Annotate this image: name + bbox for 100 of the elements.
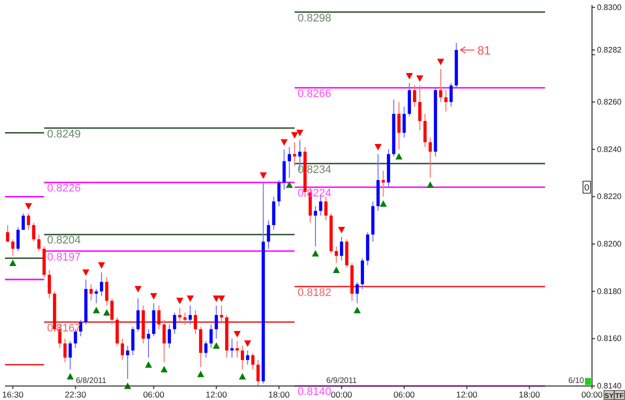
y-tick-label: 0.8282 bbox=[597, 45, 622, 54]
candlestick bbox=[402, 106, 406, 138]
point bbox=[260, 172, 267, 179]
data-label: 0.8298 bbox=[298, 12, 332, 24]
point bbox=[98, 262, 106, 269]
candlestick bbox=[439, 68, 442, 103]
point bbox=[212, 295, 220, 302]
candlestick bbox=[251, 352, 254, 370]
candlestick bbox=[120, 338, 124, 360]
candlestick bbox=[266, 220, 270, 250]
point bbox=[238, 373, 246, 380]
annotation: 6/9/2011 bbox=[326, 376, 358, 385]
point bbox=[82, 269, 90, 276]
candlestick bbox=[68, 340, 72, 370]
point bbox=[312, 250, 319, 256]
x-tick-label: 16:30 bbox=[2, 390, 24, 400]
point bbox=[134, 286, 142, 292]
x-tick-label: 18:00 bbox=[268, 390, 290, 400]
candlestick bbox=[152, 302, 156, 337]
candlestick bbox=[236, 340, 239, 358]
candlestick bbox=[136, 298, 140, 332]
point bbox=[234, 330, 241, 338]
candlestick bbox=[194, 310, 198, 334]
candlestick bbox=[157, 305, 161, 330]
y-tick-label: 0.8160 bbox=[597, 334, 622, 344]
candlestick bbox=[105, 276, 108, 306]
candlestick bbox=[11, 238, 14, 256]
candlestick bbox=[360, 258, 364, 290]
candlestick bbox=[210, 324, 213, 349]
x-tick-label: 06:00 bbox=[143, 390, 165, 400]
data-label: 0.8204 bbox=[47, 234, 81, 247]
candlestick bbox=[116, 316, 119, 346]
candlestick bbox=[168, 324, 171, 349]
x-tick-label: 06:00 bbox=[394, 390, 416, 400]
point bbox=[150, 293, 158, 300]
candlestick bbox=[63, 338, 67, 363]
point bbox=[374, 144, 382, 150]
candlestick bbox=[282, 148, 286, 190]
point bbox=[186, 295, 194, 302]
point bbox=[380, 200, 387, 207]
y-tick-label: 0.8200 bbox=[597, 240, 622, 249]
candlestick bbox=[345, 238, 348, 268]
annotation: 6/10 bbox=[568, 376, 585, 385]
point bbox=[395, 152, 402, 160]
point bbox=[416, 75, 424, 82]
candlestick bbox=[204, 340, 208, 358]
candlestick bbox=[418, 84, 422, 131]
candlestick bbox=[199, 326, 202, 368]
candlestick bbox=[382, 170, 385, 198]
point bbox=[332, 266, 340, 274]
data-label: 0.8226 bbox=[47, 182, 81, 195]
y-tick-label: 0.8140 bbox=[597, 382, 622, 390]
candlestick bbox=[340, 236, 344, 262]
x-tick-label: 12:00 bbox=[206, 390, 228, 400]
point bbox=[218, 295, 226, 302]
point bbox=[244, 340, 252, 347]
data-label: 0.8266 bbox=[298, 88, 332, 100]
candlestick bbox=[110, 298, 114, 325]
x-tick-label: 00:00 bbox=[581, 390, 603, 400]
point bbox=[24, 203, 32, 210]
data-label: 0.8182 bbox=[298, 286, 332, 299]
x-tick-label: 18:00 bbox=[518, 390, 540, 400]
candlestick bbox=[100, 272, 104, 297]
candlestick bbox=[220, 305, 224, 323]
point bbox=[92, 306, 100, 314]
candlestick bbox=[230, 338, 234, 358]
point bbox=[197, 370, 204, 378]
point bbox=[212, 342, 220, 349]
candlestick bbox=[16, 226, 20, 252]
candlestick bbox=[188, 305, 192, 325]
candlestick bbox=[162, 319, 166, 363]
point bbox=[103, 309, 110, 316]
point bbox=[144, 361, 152, 368]
candlestick bbox=[256, 359, 260, 386]
candlestick bbox=[423, 113, 427, 148]
point bbox=[280, 139, 288, 146]
point bbox=[338, 226, 346, 234]
candlestick bbox=[178, 307, 182, 323]
point bbox=[354, 306, 361, 314]
candlestick bbox=[6, 224, 10, 242]
candlestick bbox=[246, 350, 250, 366]
x-tick-label: 00:00 bbox=[330, 390, 352, 400]
candlestick bbox=[272, 196, 276, 230]
candlestick bbox=[292, 142, 296, 166]
candlestick bbox=[214, 305, 218, 340]
y-tick-label: 0.8180 bbox=[597, 286, 622, 296]
candlestick bbox=[288, 146, 291, 178]
candlestick bbox=[324, 196, 328, 221]
candlestick bbox=[428, 137, 432, 178]
candlestick bbox=[172, 312, 176, 334]
point bbox=[437, 58, 444, 66]
point bbox=[176, 298, 184, 304]
candlestick bbox=[408, 82, 411, 117]
candlestick bbox=[450, 82, 453, 108]
candlestick bbox=[412, 84, 416, 108]
candlestick bbox=[26, 212, 30, 230]
candlestick bbox=[356, 281, 359, 304]
candlestick bbox=[334, 246, 338, 264]
annotation: 6/8/2011 bbox=[76, 376, 107, 385]
point bbox=[426, 181, 434, 188]
